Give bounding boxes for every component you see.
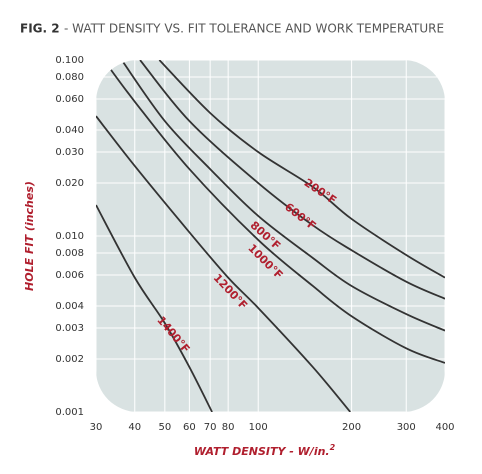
x-tick-label: 40 xyxy=(128,422,141,433)
x-axis-title-superscript: 2 xyxy=(330,443,336,452)
plot xyxy=(96,60,445,412)
y-tick-label: 0.080 xyxy=(55,72,84,83)
x-axis-title-text: WATT DENSITY - W/in. xyxy=(194,445,330,458)
y-tick-label: 0.008 xyxy=(55,248,84,259)
x-tick-label: 400 xyxy=(435,422,454,433)
y-tick-label: 0.010 xyxy=(55,231,84,242)
y-tick-label: 0.004 xyxy=(55,301,84,312)
x-tick-label: 100 xyxy=(249,422,268,433)
x-tick-label: 60 xyxy=(183,422,196,433)
curve xyxy=(103,60,445,364)
y-tick-label: 0.006 xyxy=(55,270,84,281)
x-tick-label: 200 xyxy=(342,422,361,433)
x-tick-label: 300 xyxy=(397,422,416,433)
y-tick-label: 0.040 xyxy=(55,125,84,136)
x-tick-label: 70 xyxy=(204,422,217,433)
curve xyxy=(96,115,351,412)
y-tick-label: 0.002 xyxy=(55,354,84,365)
y-axis-title: HOLE FIT (inches) xyxy=(23,181,36,291)
y-tick-label: 0.020 xyxy=(55,178,84,189)
figure-label: FIG. 2 xyxy=(20,22,60,36)
x-axis-title: WATT DENSITY - W/in.2 xyxy=(194,443,336,459)
y-tick-label: 0.060 xyxy=(55,94,84,105)
y-tick-label: 0.001 xyxy=(55,407,84,418)
y-tick-label: 0.003 xyxy=(55,323,84,334)
x-tick-label: 30 xyxy=(90,422,103,433)
curve xyxy=(139,60,445,300)
chart-title: - WATT DENSITY VS. FIT TOLERANCE AND WOR… xyxy=(64,22,444,36)
curve xyxy=(120,60,445,332)
x-tick-label: 50 xyxy=(158,422,171,433)
curve xyxy=(96,204,213,412)
y-tick-label: 0.030 xyxy=(55,147,84,158)
x-tick-label: 80 xyxy=(222,422,235,433)
curve xyxy=(158,60,445,279)
y-tick-label: 0.100 xyxy=(55,55,84,66)
